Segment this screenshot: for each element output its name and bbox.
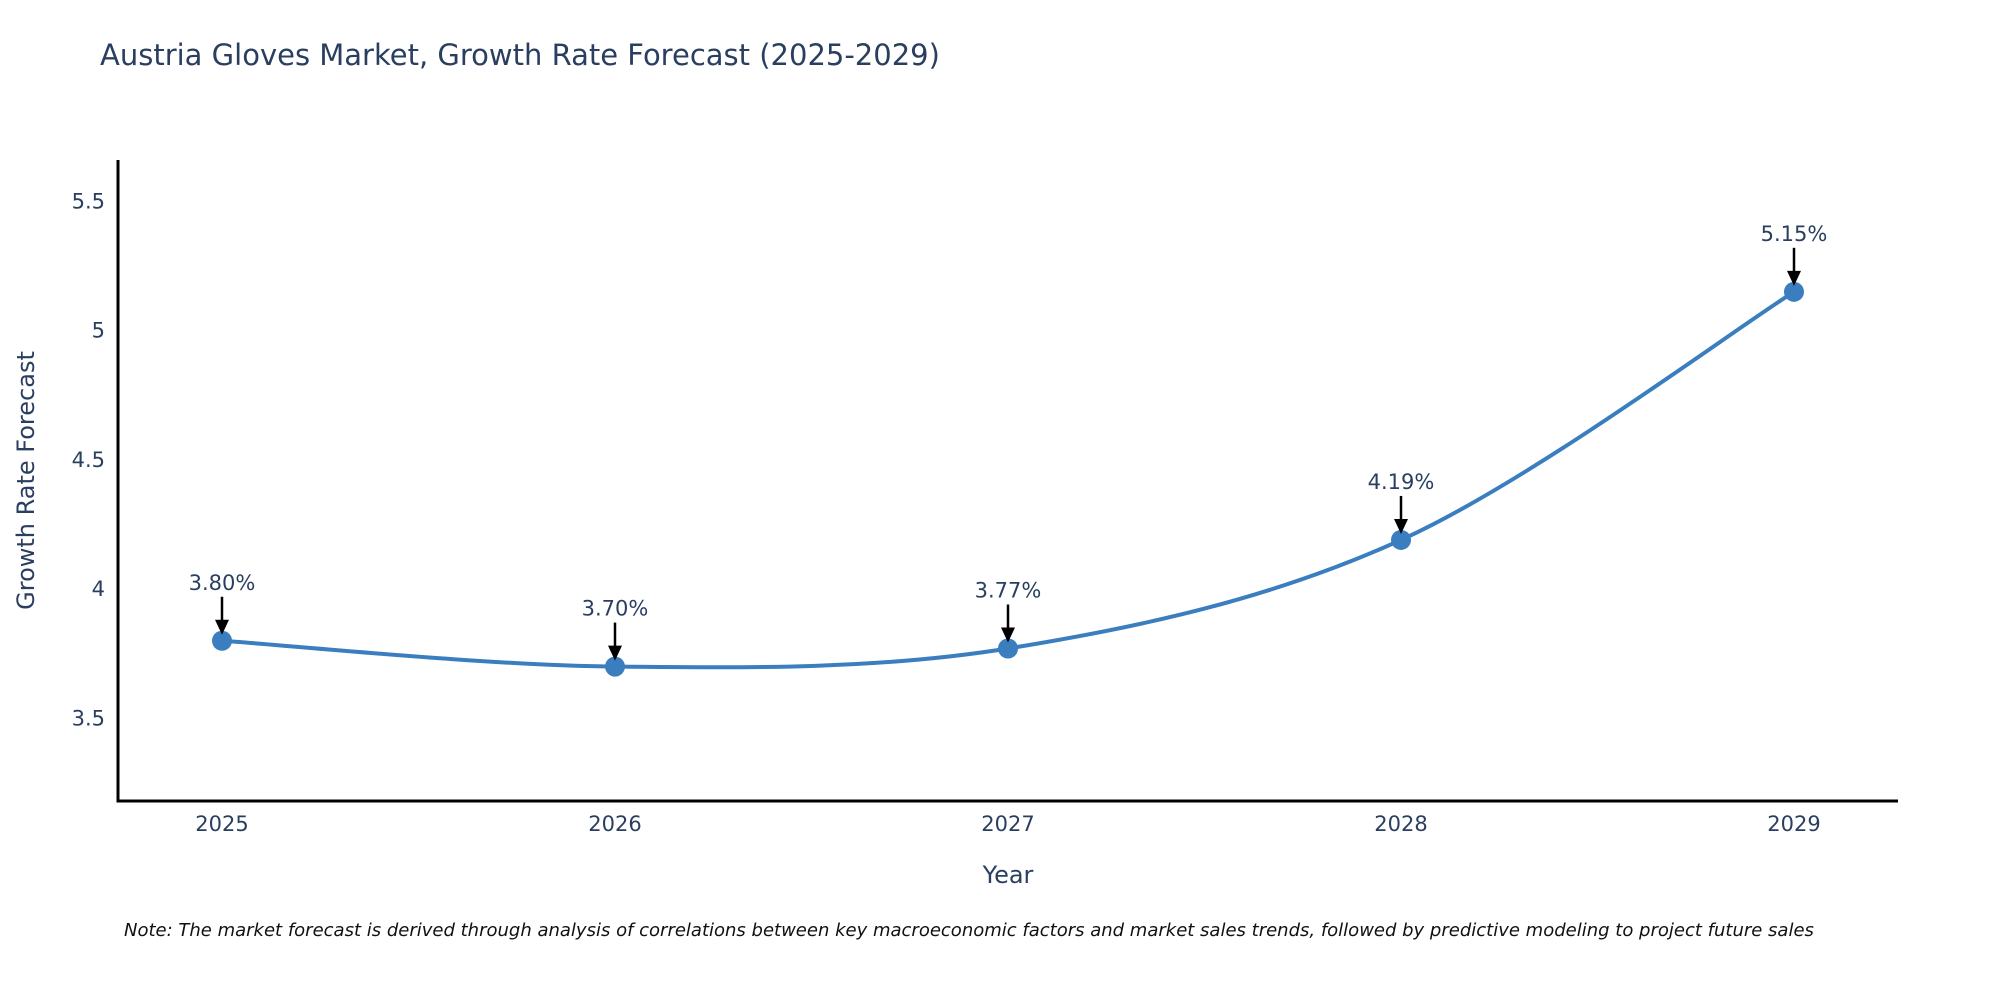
data-point-marker[interactable] — [1391, 529, 1411, 550]
x-tick-label: 2028 — [1374, 812, 1427, 836]
y-tick-label: 3.5 — [72, 706, 105, 730]
y-tick-label: 4 — [92, 577, 105, 601]
y-tick-label: 5.5 — [72, 189, 105, 213]
x-tick-label: 2027 — [981, 812, 1034, 836]
annotation-label: 3.80% — [189, 571, 256, 595]
annotation-arrowhead-icon — [608, 645, 622, 661]
y-tick-label: 4.5 — [72, 448, 105, 472]
data-point-marker[interactable] — [998, 638, 1018, 659]
y-tick-label: 5 — [92, 319, 105, 343]
annotation-label: 3.77% — [975, 579, 1042, 603]
annotation-label: 3.70% — [582, 597, 649, 621]
footnote: Note: The market forecast is derived thr… — [124, 920, 1814, 941]
x-tick-label: 2025 — [195, 812, 248, 836]
growth-rate-line-chart: 3.5 4 4.5 5 5.5 2025 2026 2027 2028 2029 Growth Ra… — [12, 160, 1898, 889]
annotation-arrowhead-icon — [1001, 627, 1015, 643]
data-point-marker[interactable] — [1784, 281, 1804, 302]
chart-title: Austria Gloves Market, Growth Rate Forec… — [100, 38, 940, 72]
x-axis-title: Year — [982, 861, 1034, 889]
x-tick-label: 2026 — [588, 812, 641, 836]
annotation-arrowhead-icon — [1787, 270, 1801, 286]
y-axis-title: Growth Rate Forecast — [12, 351, 40, 610]
annotation-label: 5.15% — [1761, 222, 1828, 246]
x-tick-label: 2029 — [1767, 812, 1820, 836]
annotation-arrowhead-icon — [1394, 518, 1408, 534]
annotation-label: 4.19% — [1368, 470, 1435, 494]
data-point-marker[interactable] — [212, 630, 232, 651]
annotation-arrowhead-icon — [215, 619, 229, 635]
data-point-marker[interactable] — [605, 656, 625, 677]
